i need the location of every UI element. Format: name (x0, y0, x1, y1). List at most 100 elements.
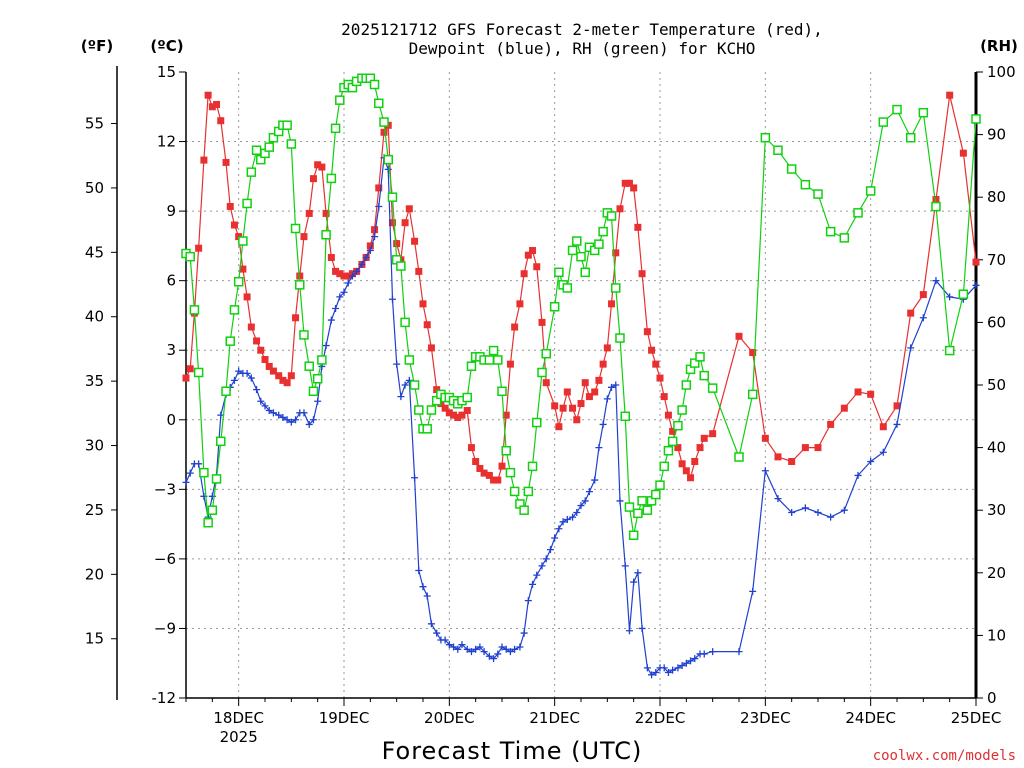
dewpoint-point (415, 566, 423, 574)
time-tick-label: 23DEC (740, 709, 791, 727)
dewpoint-point (467, 648, 475, 656)
rh-point (681, 380, 692, 390)
celsius-tick-label: 6 (166, 272, 176, 290)
dewpoint-point (709, 648, 717, 656)
dewpoint-point (292, 416, 300, 424)
dewpoint-point (577, 502, 585, 510)
rh-tick-label: 20 (987, 564, 1006, 582)
dewpoint-point (490, 655, 498, 663)
rh-point (519, 505, 529, 515)
temperature-point (555, 423, 563, 431)
temperature-point (208, 103, 216, 111)
dewpoint-point (275, 411, 283, 419)
rh-point (637, 496, 647, 506)
temperature-point (542, 379, 550, 387)
rh-point (624, 502, 635, 512)
temperature-point (433, 386, 441, 394)
dewpoint-point (433, 629, 441, 637)
temperature-point (327, 253, 335, 261)
temperature-point (472, 458, 480, 466)
temperature-point (427, 344, 435, 352)
dewpoint-point (643, 664, 651, 672)
fahrenheit-tick-label: 50 (85, 179, 104, 197)
dewpoint-point (419, 583, 427, 591)
rh-point (321, 230, 331, 240)
time-tick-label: 24DEC (845, 709, 896, 727)
dewpoint-point (691, 655, 699, 663)
temperature-point (972, 258, 980, 266)
dewpoint-point (393, 360, 401, 368)
temperature-point (634, 223, 642, 231)
temperature-point (664, 411, 672, 419)
rh-point (813, 189, 823, 199)
dewpoint-point (551, 534, 559, 542)
dewpoint-point (441, 636, 449, 644)
time-tick-label: 25DEC (951, 709, 1002, 727)
rh-point (598, 226, 608, 237)
dewpoint-point (309, 416, 317, 424)
rh-point (396, 261, 406, 271)
rh-point (225, 336, 235, 346)
rh-point (594, 239, 604, 249)
dewpoint-point (893, 420, 901, 428)
temperature-point (371, 226, 379, 234)
temperature-point (520, 270, 528, 278)
fahrenheit-tick-label: 55 (85, 115, 104, 133)
celsius-tick-label: 9 (166, 202, 176, 220)
rh-point (567, 245, 578, 256)
dewpoint-point (664, 668, 672, 676)
rh-tick-label: 100 (987, 63, 1016, 81)
temperature-point (506, 360, 514, 368)
temperature-point (450, 411, 458, 419)
temperature-point (660, 393, 668, 401)
rh-point (918, 107, 929, 118)
dewpoint-point (761, 467, 769, 475)
chart-title-line1: 2025121712 GFS Forecast 2-meter Temperat… (341, 20, 823, 39)
rh-tick-label: 50 (987, 376, 1006, 394)
rh-point (537, 367, 547, 378)
temperature-point (480, 469, 488, 477)
temperature-point (490, 476, 498, 484)
dewpoint-point (648, 671, 656, 679)
time-tick-label: 20DEC (424, 709, 475, 727)
dewpoint-point (257, 397, 265, 405)
dewpoint-point (411, 474, 419, 482)
rh-point (690, 358, 700, 368)
rh-point (628, 530, 639, 540)
rh-point (532, 417, 542, 428)
dewpoint-point (336, 293, 344, 301)
rh-point (541, 348, 551, 359)
rh-point (426, 405, 437, 415)
dewpoint-point (243, 369, 251, 377)
temperature-point (305, 209, 313, 217)
temperature-point (300, 233, 308, 241)
rh-point (308, 386, 319, 397)
dewpoint-point (599, 420, 607, 428)
celsius-axis: -12 −9 −6 −3 0 3 6 9 12 15 (152, 63, 186, 707)
time-tick-label: 22DEC (635, 709, 686, 727)
dewpoint-point (283, 416, 291, 424)
dewpoint-point (265, 407, 273, 415)
dewpoint-point (533, 571, 541, 579)
rh-point (282, 120, 292, 130)
rh-tick-label: 60 (987, 313, 1006, 331)
temperature-point (261, 355, 269, 363)
temperature-point (599, 360, 607, 368)
fahrenheit-tick-label: 15 (85, 630, 104, 648)
rh-point (304, 361, 314, 371)
temperature-point (643, 328, 651, 336)
rh-point (695, 352, 705, 362)
rh-point (707, 383, 718, 393)
dewpoint-point (261, 402, 269, 410)
rh-point (290, 223, 301, 234)
rh-tick-label: 70 (987, 251, 1006, 269)
dewpoint-point (502, 645, 510, 653)
dewpoint-point (247, 374, 255, 382)
temperature-point (204, 91, 212, 99)
dewpoint-point (569, 513, 577, 521)
dewpoint-point (506, 648, 514, 656)
unit-label-fahrenheit: (ºF) (81, 37, 113, 55)
dewpoint-point (660, 664, 668, 672)
dewpoint-point (353, 267, 361, 275)
